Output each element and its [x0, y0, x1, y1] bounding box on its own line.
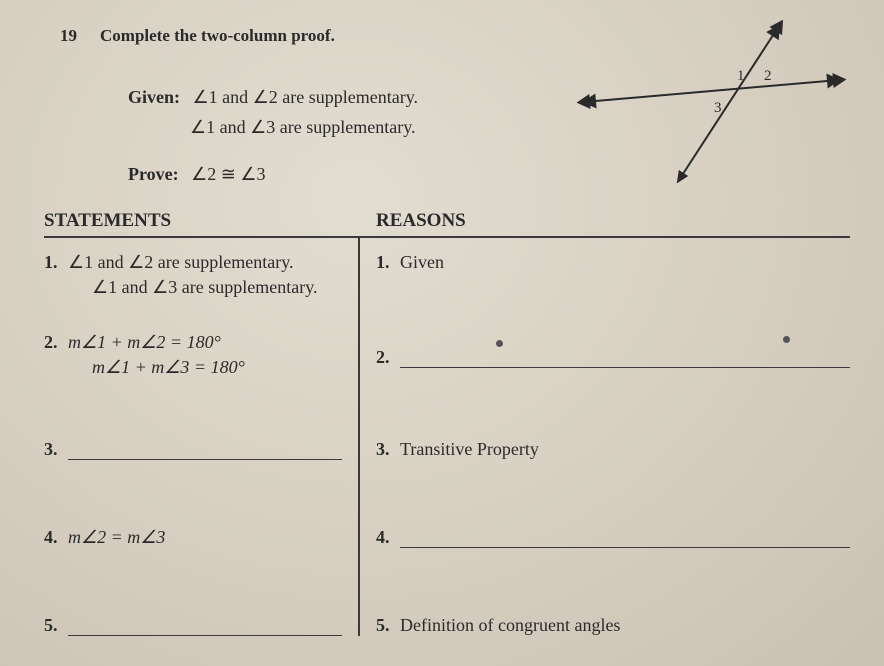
statement-2: 2. m∠1 + m∠2 = 180° m∠1 + m∠3 = 180°: [44, 326, 342, 388]
statement-1: 1. ∠1 and ∠2 are supplementary. ∠1 and ∠…: [44, 246, 342, 308]
angle-diagram: 1 2 3: [564, 20, 854, 190]
prove-text: ∠2 ≅ ∠3: [191, 164, 265, 184]
blank-input-reason-2[interactable]: [400, 346, 850, 368]
prove-label: Prove:: [128, 164, 179, 184]
reason-2: 2.: [376, 326, 850, 388]
ink-smudge: [783, 336, 790, 343]
given-label: Given:: [128, 87, 180, 107]
diagram-label-3: 3: [714, 100, 722, 116]
reason-3: 3. Transitive Property: [376, 424, 850, 460]
blank-input-reason-4[interactable]: [400, 526, 850, 548]
reason-4: 4.: [376, 512, 850, 548]
reason-1: 1. Given: [376, 246, 850, 308]
statement-5: 5.: [44, 600, 342, 636]
statement-4: 4. m∠2 = m∠3: [44, 512, 342, 548]
reasons-column: 1. Given 2. 3. Transitive Property: [360, 238, 850, 636]
statement-3: 3.: [44, 424, 342, 460]
table-header-row: STATEMENTS REASONS: [44, 206, 850, 238]
header-statements: STATEMENTS: [44, 206, 360, 236]
statements-column: 1. ∠1 and ∠2 are supplementary. ∠1 and ∠…: [44, 238, 360, 636]
diagram-label-1: 1: [737, 68, 745, 84]
reason-5: 5. Definition of congruent angles: [376, 600, 850, 636]
proof-table: STATEMENTS REASONS 1. ∠1 and ∠2 are supp…: [44, 206, 850, 636]
given-block: Given: ∠1 and ∠2 are supplementary. ∠1 a…: [128, 82, 418, 142]
diagram-label-2: 2: [764, 68, 772, 84]
header-reasons: REASONS: [360, 206, 850, 236]
question-title: Complete the two-column proof.: [100, 26, 335, 46]
blank-input-statement-5[interactable]: [68, 614, 342, 636]
given-line-2: ∠1 and ∠3 are supplementary.: [190, 117, 416, 137]
ink-smudge: [496, 340, 503, 347]
given-line-1: ∠1 and ∠2 are supplementary.: [193, 87, 419, 107]
blank-input-statement-3[interactable]: [68, 438, 342, 460]
question-number: 19: [60, 26, 77, 46]
worksheet-page: 19 Complete the two-column proof. Given:…: [0, 0, 884, 666]
prove-block: Prove: ∠2 ≅ ∠3: [128, 164, 266, 185]
